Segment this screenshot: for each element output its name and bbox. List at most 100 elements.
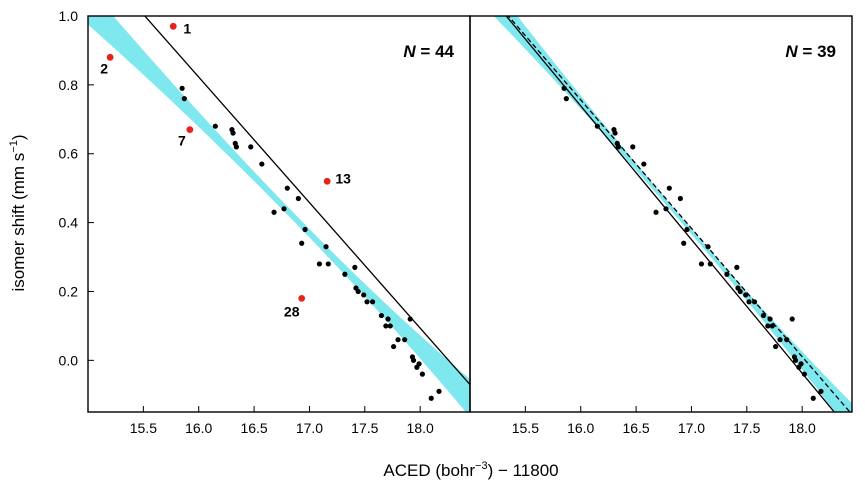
data-point bbox=[295, 195, 301, 202]
data-point bbox=[653, 209, 659, 215]
data-point bbox=[681, 240, 687, 246]
sample-size-label: N = 39 bbox=[785, 42, 836, 61]
x-tick-label: 16.5 bbox=[622, 420, 649, 436]
data-point bbox=[212, 123, 218, 129]
data-point bbox=[259, 161, 265, 167]
data-point bbox=[181, 96, 187, 102]
data-point bbox=[760, 312, 767, 319]
data-point bbox=[707, 261, 713, 267]
data-point bbox=[378, 312, 385, 319]
plot-frame bbox=[469, 15, 853, 413]
outlier-label: 7 bbox=[178, 133, 186, 149]
data-point bbox=[751, 299, 758, 305]
data-point bbox=[801, 371, 807, 377]
data-point bbox=[724, 271, 730, 277]
data-point bbox=[561, 85, 567, 91]
left-panel: 1 2 7 13 28 15.5 16.0 16.5 17.0 17.5 18.0 0.0 0.2 0.4… bbox=[59, 8, 471, 436]
outlier-point bbox=[298, 294, 306, 302]
right-panel: 15.5 16.0 16.5 17.0 17.5 18.0 N = 39 bbox=[469, 15, 853, 436]
outlier-label: 28 bbox=[284, 303, 300, 319]
outlier-label: 1 bbox=[183, 20, 191, 36]
data-point bbox=[818, 388, 824, 394]
x-axis-title: ACED (bohr−3) − 11800 bbox=[383, 460, 558, 480]
data-point bbox=[792, 357, 799, 363]
x-tick-label: 18.0 bbox=[407, 420, 434, 436]
plot-area bbox=[88, 16, 470, 412]
data-point bbox=[352, 264, 358, 270]
fit-line bbox=[505, 16, 836, 412]
data-point bbox=[284, 185, 290, 191]
data-point bbox=[410, 357, 417, 363]
y-tick-label: 0.4 bbox=[59, 215, 79, 231]
data-point bbox=[615, 144, 621, 150]
data-point bbox=[777, 337, 783, 343]
data-point bbox=[342, 271, 348, 277]
data-point bbox=[395, 337, 401, 343]
data-point bbox=[641, 161, 647, 167]
outlier-point bbox=[106, 53, 114, 61]
data-point bbox=[563, 96, 569, 102]
outlier-point bbox=[169, 22, 177, 30]
x-tick-label: 17.5 bbox=[733, 420, 760, 436]
data-point bbox=[325, 261, 331, 267]
data-point bbox=[361, 292, 367, 298]
data-point bbox=[402, 337, 408, 343]
outlier-point bbox=[323, 177, 331, 185]
data-point bbox=[784, 337, 790, 343]
data-point bbox=[663, 206, 669, 212]
data-point bbox=[281, 206, 287, 212]
x-tick-label: 15.5 bbox=[512, 420, 539, 436]
data-point bbox=[630, 144, 636, 150]
data-point bbox=[810, 395, 816, 401]
x-tick-label: 17.0 bbox=[296, 420, 323, 436]
data-point bbox=[179, 85, 185, 91]
data-point bbox=[233, 144, 239, 150]
data-point bbox=[798, 361, 804, 367]
data-point bbox=[355, 288, 361, 295]
data-point bbox=[299, 240, 305, 246]
data-point bbox=[364, 299, 370, 305]
data-point bbox=[677, 195, 683, 202]
data-point bbox=[666, 185, 672, 191]
y-tick-label: 1.0 bbox=[59, 8, 79, 24]
x-tick-label: 18.0 bbox=[789, 420, 816, 436]
outlier-point bbox=[186, 126, 194, 134]
y-tick-label: 0.6 bbox=[59, 146, 79, 162]
x-tick-label: 16.0 bbox=[567, 420, 594, 436]
data-point bbox=[387, 323, 393, 329]
data-point bbox=[789, 316, 795, 322]
data-point bbox=[383, 323, 389, 329]
x-tick-label: 15.5 bbox=[130, 420, 157, 436]
confidence-band bbox=[493, 16, 852, 412]
y-tick-label: 0.8 bbox=[59, 77, 79, 93]
y-axis-title: isomer shift (mm s−1) bbox=[8, 134, 28, 291]
data-point bbox=[743, 292, 749, 298]
x-tick-label: 17.5 bbox=[351, 420, 378, 436]
data-point bbox=[391, 343, 397, 350]
data-point bbox=[734, 264, 740, 270]
data-point bbox=[769, 323, 775, 329]
data-point bbox=[773, 343, 779, 350]
data-point bbox=[230, 130, 236, 136]
data-point bbox=[419, 371, 425, 377]
data-point bbox=[737, 288, 743, 295]
x-tick-label: 16.5 bbox=[240, 420, 267, 436]
data-point bbox=[416, 361, 422, 367]
data-point bbox=[323, 244, 329, 250]
data-point bbox=[385, 316, 391, 322]
confidence-band bbox=[88, 16, 470, 412]
data-point bbox=[302, 226, 308, 233]
data-point bbox=[316, 261, 323, 267]
x-tick-label: 17.0 bbox=[678, 420, 705, 436]
data-point bbox=[436, 388, 442, 394]
data-point bbox=[369, 299, 376, 305]
y-tick-label: 0.0 bbox=[59, 352, 79, 368]
data-point bbox=[407, 316, 413, 322]
outlier-label: 13 bbox=[335, 170, 351, 186]
data-point bbox=[705, 244, 711, 250]
data-point bbox=[428, 395, 434, 401]
data-point bbox=[594, 123, 600, 129]
x-tick-label: 16.0 bbox=[185, 420, 212, 436]
plot-area bbox=[493, 16, 852, 412]
